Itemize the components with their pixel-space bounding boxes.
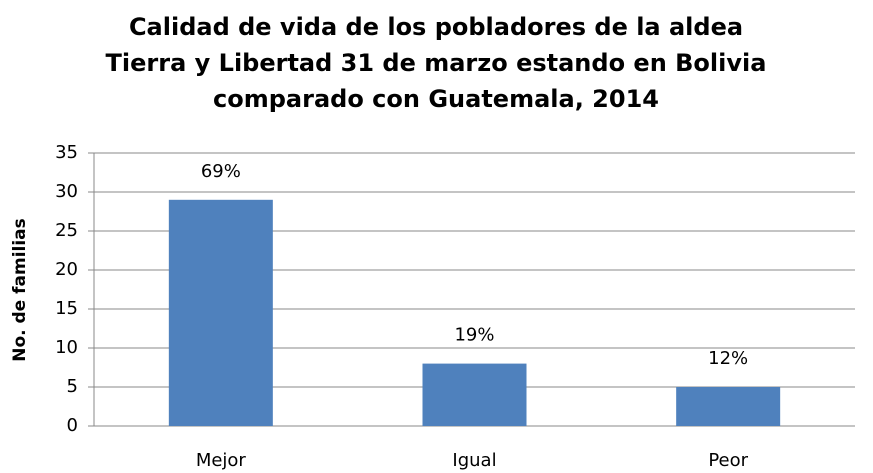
y-tick-label: 15 [55, 298, 78, 319]
y-tick-label: 20 [55, 259, 78, 280]
y-tick-label: 10 [55, 337, 78, 358]
chart-title: Tierra y Libertad 31 de marzo estando en… [106, 49, 767, 77]
bar [168, 199, 273, 426]
chart-title: Calidad de vida de los pobladores de la … [129, 13, 743, 41]
bar [422, 363, 527, 426]
chart-title: comparado con Guatemala, 2014 [213, 85, 659, 113]
y-tick-label: 35 [55, 142, 78, 163]
annotation: 12% [708, 348, 748, 369]
y-tick-label: 30 [55, 181, 78, 202]
y-axis-label: No. de familias [10, 218, 30, 362]
y-tick-label: 25 [55, 220, 78, 241]
annotation: 19% [454, 325, 494, 346]
y-tick-label: 0 [67, 415, 78, 436]
x-tick-label: Peor [708, 450, 748, 471]
x-tick-label: Mejor [196, 450, 247, 471]
y-tick-label: 5 [67, 376, 78, 397]
annotation: 69% [201, 161, 241, 182]
bar [676, 387, 781, 426]
x-tick-label: Igual [452, 450, 496, 471]
